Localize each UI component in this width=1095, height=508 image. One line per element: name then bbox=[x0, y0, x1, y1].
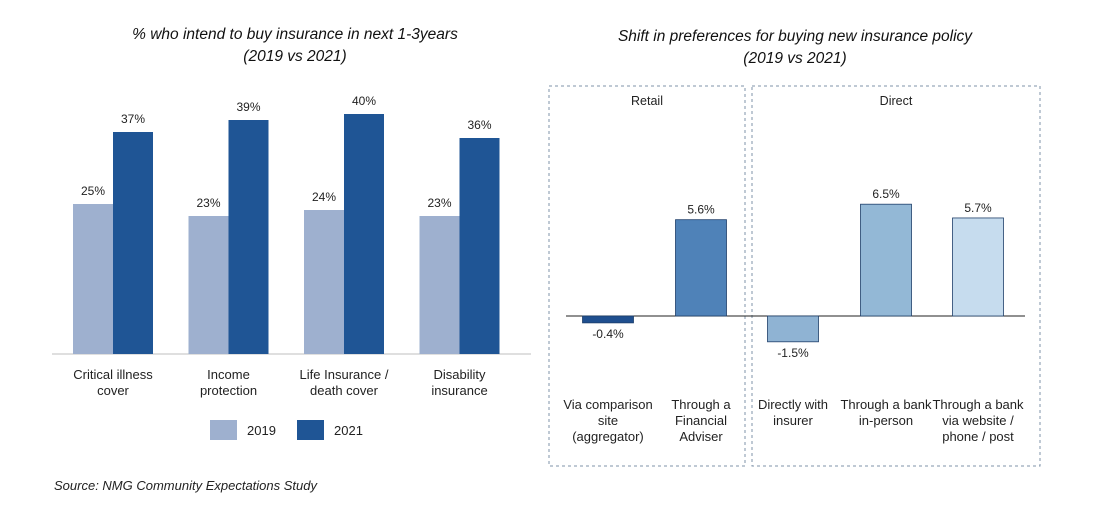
category-label-1-0: Income bbox=[207, 367, 250, 382]
bar-2019-2 bbox=[304, 210, 344, 354]
category-label-4-2: phone / post bbox=[942, 429, 1014, 444]
category-label-3-0: Disability bbox=[433, 367, 486, 382]
data-label-4: 5.7% bbox=[964, 201, 992, 215]
category-label-0-0: Via comparison bbox=[563, 397, 652, 412]
bar-2021-0 bbox=[113, 132, 153, 354]
source-note: Source: NMG Community Expectations Study bbox=[54, 478, 317, 493]
data-label-2021-3: 36% bbox=[467, 118, 491, 132]
chart2-title-line2: (2019 vs 2021) bbox=[743, 50, 847, 67]
data-label-2021-0: 37% bbox=[121, 112, 145, 126]
data-label-2021-1: 39% bbox=[236, 100, 260, 114]
category-label-2-1: insurer bbox=[773, 413, 813, 428]
category-label-4-1: via website / bbox=[942, 413, 1014, 428]
category-label-1-1: Financial bbox=[675, 413, 727, 428]
bar-2019-1 bbox=[188, 216, 229, 354]
category-label-3-0: Through a bank bbox=[840, 397, 932, 412]
chart2-title: Shift in preferences for buying new insu… bbox=[540, 26, 1050, 70]
data-label-1: 5.6% bbox=[687, 203, 715, 217]
bar-4 bbox=[952, 217, 1004, 317]
category-label-0-2: (aggregator) bbox=[572, 429, 644, 444]
category-label-1-2: Adviser bbox=[679, 429, 723, 444]
legend-swatch-2019 bbox=[210, 420, 237, 440]
bar-2021-1 bbox=[228, 120, 269, 354]
legend-swatch-2021 bbox=[297, 420, 324, 440]
data-label-3: 6.5% bbox=[872, 187, 900, 201]
bar-3 bbox=[860, 203, 912, 317]
bar-2 bbox=[767, 315, 819, 343]
bar-2021-2 bbox=[344, 114, 384, 354]
data-label-0: -0.4% bbox=[592, 327, 624, 341]
category-label-2-1: death cover bbox=[310, 383, 379, 398]
category-label-0-1: site bbox=[598, 413, 618, 428]
data-label-2021-2: 40% bbox=[352, 94, 376, 108]
bar-2019-0 bbox=[73, 204, 113, 354]
data-label-2019-1: 23% bbox=[196, 196, 220, 210]
data-label-2019-3: 23% bbox=[427, 196, 451, 210]
preference-shift-bar-chart: Retail Direct -0.4% Via comparisonsite(aggr… bbox=[548, 85, 1041, 467]
chart1-title-line1: % who intend to buy insurance in next 1-… bbox=[132, 26, 458, 43]
data-label-2019-2: 24% bbox=[312, 190, 336, 204]
bar-2019-3 bbox=[419, 216, 460, 354]
data-label-2019-0: 25% bbox=[81, 184, 105, 198]
bar-1 bbox=[675, 219, 727, 317]
category-label-0-0: Critical illness bbox=[73, 367, 153, 382]
group-panel-retail bbox=[548, 85, 746, 467]
bar-2021-3 bbox=[459, 138, 500, 354]
category-label-4-0: Through a bank bbox=[932, 397, 1024, 412]
chart1-title: % who intend to buy insurance in next 1-… bbox=[30, 24, 560, 68]
category-label-0-1: cover bbox=[97, 383, 129, 398]
chart2-title-line1: Shift in preferences for buying new insu… bbox=[617, 28, 973, 45]
bar-0 bbox=[582, 315, 634, 324]
category-label-3-1: in-person bbox=[859, 413, 913, 428]
group-label-retail: Retail bbox=[631, 94, 663, 108]
legend-label-2021: 2021 bbox=[334, 423, 363, 438]
data-label-2: -1.5% bbox=[777, 346, 809, 360]
category-label-2-0: Life Insurance / bbox=[300, 367, 389, 382]
category-label-2-0: Directly with bbox=[758, 397, 828, 412]
category-label-3-1: insurance bbox=[431, 383, 487, 398]
chart1-title-line2: (2019 vs 2021) bbox=[243, 48, 347, 65]
category-label-1-1: protection bbox=[200, 383, 257, 398]
group-panel-direct bbox=[751, 85, 1041, 467]
legend-label-2019: 2019 bbox=[247, 423, 276, 438]
category-label-1-0: Through a bbox=[671, 397, 731, 412]
group-label-direct: Direct bbox=[880, 94, 913, 108]
